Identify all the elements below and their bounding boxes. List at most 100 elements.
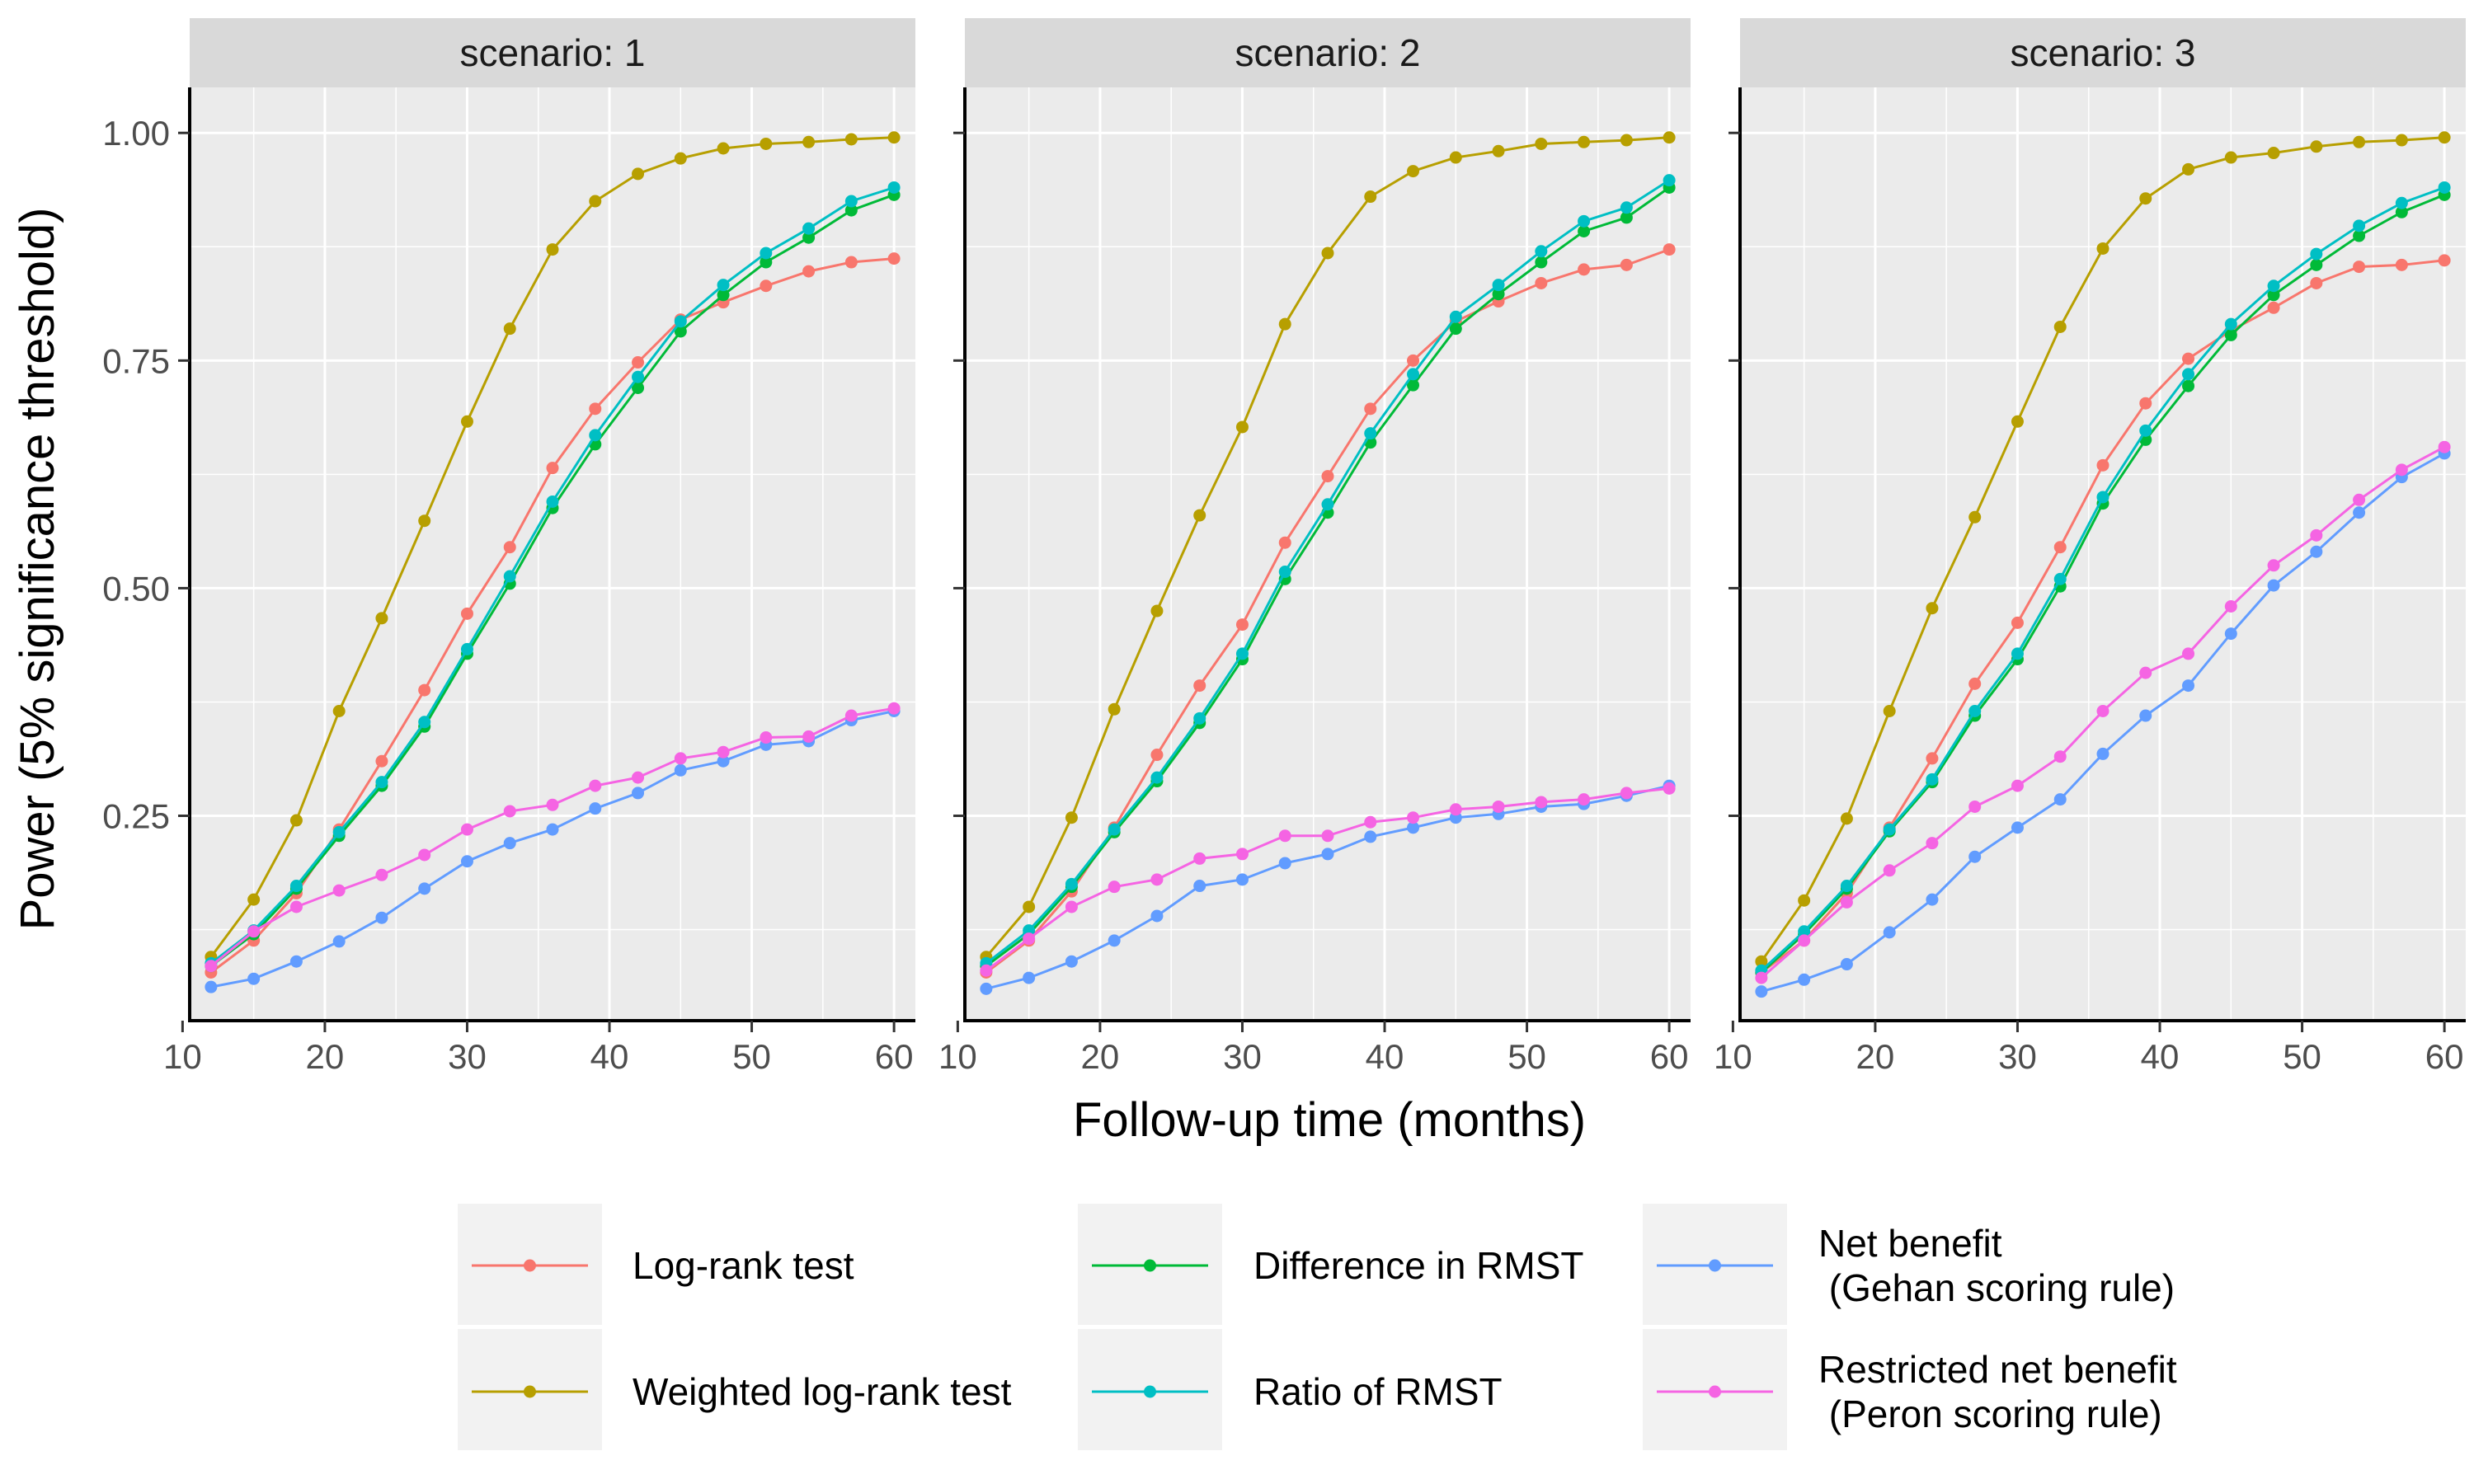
data-point	[1968, 800, 1982, 813]
panels: scenario: 110 20 30 40 50 600.250.500.751.00s…	[102, 18, 2466, 1076]
data-point	[1321, 247, 1334, 260]
data-point	[2096, 747, 2109, 760]
data-point	[2011, 647, 2024, 660]
data-point	[1798, 925, 1811, 938]
data-point	[1578, 793, 1591, 806]
legend-key-point	[1709, 1259, 1721, 1272]
legend-item-restricted-net-benefit: Restricted net benefit (Peron scoring ru…	[1643, 1329, 2177, 1450]
data-point	[1065, 811, 1078, 824]
data-point	[717, 279, 730, 292]
legend-key-point	[1709, 1385, 1721, 1398]
data-point	[1193, 679, 1206, 693]
data-point	[717, 745, 730, 758]
data-point	[2267, 289, 2280, 302]
data-point	[2096, 458, 2109, 472]
data-point	[1108, 823, 1121, 836]
data-point	[1150, 873, 1164, 886]
data-point	[332, 935, 346, 948]
data-point	[1840, 895, 1853, 909]
data-point	[2011, 779, 2024, 792]
data-point	[1535, 256, 1548, 269]
data-point	[2395, 196, 2408, 209]
data-point	[1449, 151, 1462, 164]
x-tick-label: 50	[1507, 1037, 1546, 1076]
data-point	[289, 955, 303, 968]
data-point	[2267, 559, 2280, 572]
data-point	[2096, 705, 2109, 718]
data-point	[1840, 880, 1853, 893]
x-tick-label: 20	[306, 1037, 345, 1076]
data-point	[332, 884, 346, 897]
data-point	[1235, 848, 1249, 861]
data-point	[802, 222, 816, 235]
series-ratio-of-rmst	[205, 181, 901, 970]
data-point	[2011, 415, 2024, 428]
data-point	[332, 705, 346, 718]
x-tick-label: 20	[1856, 1037, 1895, 1076]
legend-label: (Gehan scoring rule)	[1818, 1266, 2175, 1309]
data-point	[2267, 579, 2280, 592]
data-point	[674, 315, 687, 328]
panel-scenario-2: scenario: 2 10 20 30 40 50 60	[938, 18, 1691, 1076]
data-point	[332, 825, 346, 838]
data-point	[1535, 796, 1548, 809]
data-point	[2267, 147, 2280, 160]
data-point	[546, 798, 559, 811]
data-point	[844, 709, 858, 722]
data-point	[1968, 705, 1982, 718]
data-point	[1968, 510, 1982, 524]
x-tick-label: 40	[2141, 1037, 2180, 1076]
data-point	[1321, 498, 1334, 511]
data-point	[1663, 243, 1676, 256]
data-point	[2182, 679, 2195, 693]
data-point	[2224, 600, 2237, 613]
data-point	[2395, 134, 2408, 147]
data-point	[1407, 165, 1420, 178]
data-point	[2053, 541, 2067, 554]
data-point	[887, 131, 901, 144]
data-point	[1278, 536, 1291, 549]
x-tick-label: 60	[2425, 1037, 2464, 1076]
series-weighted-log-rank-test	[205, 131, 901, 964]
data-point	[503, 570, 516, 583]
data-point	[844, 204, 858, 217]
data-point	[674, 325, 687, 338]
data-point	[589, 195, 602, 208]
data-point	[418, 716, 431, 729]
data-point	[375, 911, 388, 924]
panel-scenario-3: scenario: 3 10 20 30 40 50 60	[1714, 18, 2466, 1076]
data-point	[1968, 677, 1982, 690]
x-tick-label: 30	[448, 1037, 487, 1076]
x-tick-label: 10	[1714, 1037, 1752, 1076]
data-point	[980, 964, 993, 977]
data-point	[1108, 702, 1121, 716]
data-point	[1620, 134, 1633, 147]
data-point	[2310, 276, 2323, 289]
legend-label: Difference in RMST	[1253, 1244, 1584, 1287]
data-point	[1023, 900, 1036, 913]
data-point	[1926, 893, 1939, 906]
data-point	[887, 181, 901, 194]
facet-strip	[1740, 18, 2466, 87]
legend-label: Restricted net benefit	[1818, 1348, 2177, 1391]
data-point	[2096, 242, 2109, 255]
data-point	[1620, 258, 1633, 271]
data-point	[2395, 205, 2408, 218]
data-point	[1492, 279, 1505, 292]
series-ratio-of-rmst	[1755, 181, 2451, 977]
data-point	[546, 823, 559, 836]
data-point	[1278, 857, 1291, 870]
data-point	[1065, 955, 1078, 968]
data-point	[2182, 368, 2195, 381]
data-point	[247, 925, 261, 938]
data-point	[1578, 224, 1591, 237]
data-point	[2353, 135, 2366, 148]
data-point	[1840, 958, 1853, 971]
data-point	[2182, 647, 2195, 660]
data-point	[1663, 174, 1676, 187]
data-point	[1065, 900, 1078, 913]
data-point	[1364, 815, 1377, 829]
facet-strip-label: scenario: 2	[1235, 31, 1420, 74]
data-point	[1150, 749, 1164, 762]
